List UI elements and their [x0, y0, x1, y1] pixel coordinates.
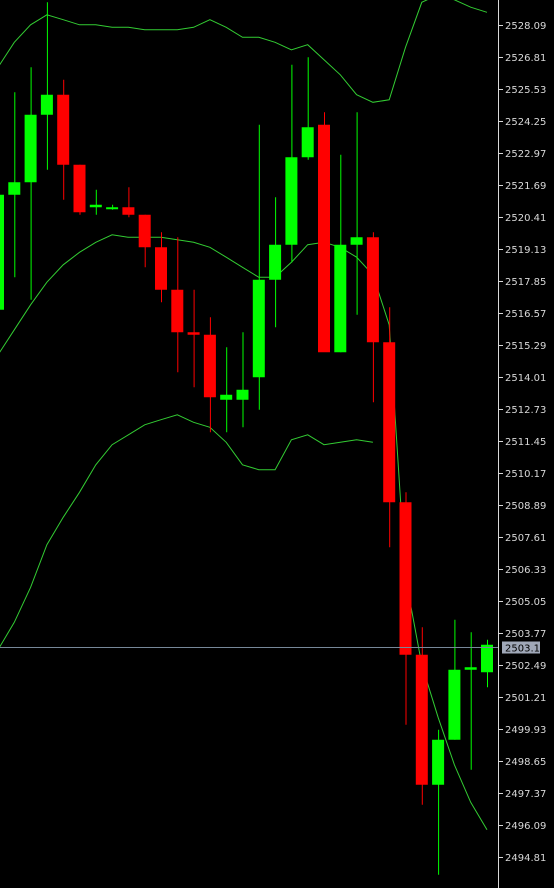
- bear-candle-body: [366, 237, 379, 343]
- bull-candle-body: [40, 94, 53, 115]
- candle[interactable]: [350, 112, 363, 315]
- price-tick-label: 2515.29: [505, 341, 546, 352]
- price-tick-label: 2525.53: [505, 85, 546, 96]
- bear-candle-body: [122, 207, 135, 215]
- candle[interactable]: [464, 632, 477, 770]
- candle[interactable]: [8, 92, 21, 278]
- price-axis[interactable]: 2528.09 2526.81 2525.53 2524.25 2522.97 2521.…: [498, 21, 546, 864]
- candle[interactable]: [448, 619, 461, 740]
- bull-candle-body: [89, 204, 102, 208]
- candle[interactable]: [57, 79, 70, 200]
- bull-candle-body: [220, 394, 233, 400]
- bear-candle-body: [138, 214, 151, 248]
- price-tick-label: 2501.21: [505, 693, 546, 704]
- candle[interactable]: [203, 317, 216, 433]
- bear-candle-body: [203, 334, 216, 398]
- candle[interactable]: [220, 347, 233, 433]
- bull-candle-body: [350, 237, 363, 245]
- bear-candle-body: [57, 94, 70, 165]
- candle[interactable]: [301, 57, 314, 160]
- candle[interactable]: [432, 729, 445, 875]
- price-tick-label: 2524.25: [505, 117, 546, 128]
- bull-candle-body: [236, 389, 249, 400]
- candle[interactable]: [155, 232, 167, 303]
- bear-candle-body: [155, 247, 167, 290]
- price-tick-label: 2522.97: [505, 149, 546, 160]
- current-price-tag-bg: [502, 641, 540, 654]
- bull-candle-body: [334, 244, 347, 353]
- current-price-tag: 2503.19: [502, 641, 546, 655]
- candle[interactable]: [0, 127, 4, 310]
- price-tick-label: 2510.17: [505, 469, 546, 480]
- bull-candle-body: [481, 644, 493, 673]
- price-tick-label: 2517.85: [505, 277, 546, 288]
- price-tick-label: 2503.77: [505, 629, 546, 640]
- bear-candle-body: [383, 342, 396, 503]
- candle[interactable]: [269, 197, 282, 328]
- price-tick-label: 2505.05: [505, 597, 546, 608]
- candle[interactable]: [285, 64, 298, 263]
- candle[interactable]: [89, 189, 102, 215]
- candle[interactable]: [399, 492, 412, 725]
- price-tick-label: 2516.57: [505, 309, 546, 320]
- price-tick-label: 2528.09: [505, 21, 546, 32]
- price-tick-label: 2507.61: [505, 533, 546, 544]
- bull-candle-body: [432, 739, 445, 785]
- price-tick-label: 2506.33: [505, 565, 546, 576]
- candle[interactable]: [40, 2, 53, 170]
- candle[interactable]: [318, 112, 330, 353]
- current-price-label: 2503.19: [505, 644, 546, 655]
- candles: [0, 2, 493, 875]
- price-tick-label: 2526.81: [505, 53, 546, 64]
- candle[interactable]: [383, 307, 396, 548]
- price-tick-label: 2499.93: [505, 725, 546, 736]
- bull-candle-body: [24, 114, 37, 183]
- bull-candle-body: [448, 669, 461, 740]
- bear-candle-body: [73, 164, 86, 213]
- bull-candle-body: [464, 667, 477, 670]
- price-tick-label: 2511.45: [505, 437, 546, 448]
- candle[interactable]: [106, 204, 119, 210]
- candle[interactable]: [122, 187, 135, 218]
- candle[interactable]: [366, 232, 379, 403]
- bear-candle-body: [399, 502, 412, 655]
- price-tick-label: 2521.69: [505, 181, 546, 192]
- bull-candle-body: [301, 127, 314, 158]
- candle[interactable]: [334, 154, 347, 353]
- bull-candle-body: [285, 157, 298, 245]
- price-tick-label: 2502.49: [505, 661, 546, 672]
- bear-candle-body: [171, 289, 184, 333]
- bull-candle-body: [8, 182, 21, 195]
- bear-candle-body: [187, 332, 200, 335]
- candle[interactable]: [187, 289, 200, 388]
- price-tick-label: 2498.65: [505, 757, 546, 768]
- candle[interactable]: [24, 67, 37, 300]
- price-tick-label: 2508.89: [505, 501, 546, 512]
- price-tick-label: 2512.73: [505, 405, 546, 416]
- candle[interactable]: [171, 237, 184, 373]
- candle[interactable]: [138, 214, 151, 268]
- price-tick-label: 2519.13: [505, 245, 546, 256]
- bull-candle-body: [0, 194, 4, 310]
- price-tick-label: 2497.37: [505, 789, 546, 800]
- price-tick-label: 2496.09: [505, 821, 546, 832]
- price-tick-label: 2494.81: [505, 853, 546, 864]
- bull-candle-body: [269, 244, 282, 280]
- bollinger-upper-line: [0, 0, 488, 103]
- price-tick-label: 2514.01: [505, 373, 546, 384]
- bull-candle-body: [252, 279, 265, 378]
- candle[interactable]: [252, 124, 265, 410]
- candle[interactable]: [73, 164, 86, 215]
- bull-candle-body: [106, 207, 119, 210]
- candle[interactable]: [415, 627, 428, 805]
- bollinger-lower-line: [0, 414, 373, 648]
- bear-candle-body: [415, 654, 428, 785]
- candle[interactable]: [236, 332, 249, 428]
- price-tick-label: 2520.41: [505, 213, 546, 224]
- bear-candle-body: [318, 124, 330, 353]
